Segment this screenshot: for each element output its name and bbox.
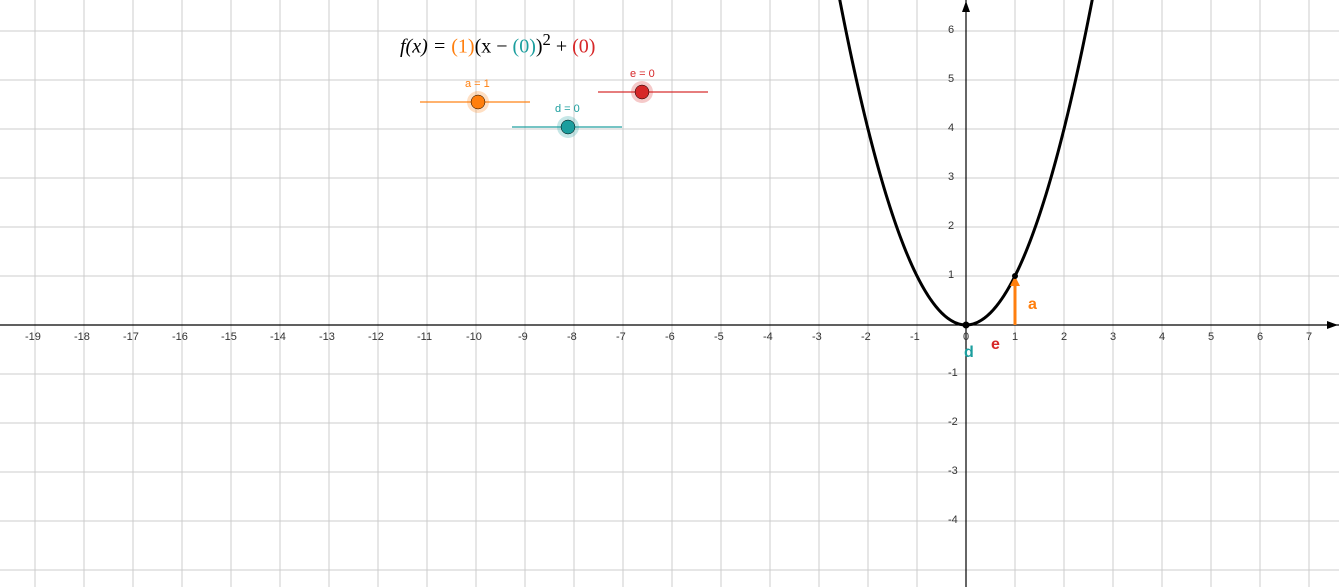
formula-mid2: ) — [536, 36, 543, 58]
x-axis-label: 0 — [963, 331, 969, 343]
x-axis-label: -12 — [368, 331, 384, 343]
param-label-a: a — [1028, 296, 1037, 314]
graph-canvas: f(x) = (1)(x − (0))2 + (0) a = 1 d = 0 e… — [0, 0, 1339, 587]
x-axis-label: 1 — [1012, 331, 1018, 343]
y-axis-label: 3 — [948, 171, 954, 183]
x-axis-label: -5 — [714, 331, 724, 343]
x-axis-label: 7 — [1306, 331, 1312, 343]
x-axis-label: -2 — [861, 331, 871, 343]
x-axis-label: -4 — [763, 331, 773, 343]
x-axis-label: -13 — [319, 331, 335, 343]
x-axis-label: -6 — [665, 331, 675, 343]
formula-d: (0) — [513, 36, 536, 58]
x-axis-label: 3 — [1110, 331, 1116, 343]
coordinate-grid[interactable] — [0, 0, 1339, 587]
y-axis-label: -2 — [948, 416, 958, 428]
x-axis-label: 4 — [1159, 331, 1165, 343]
formula-mid3: + — [551, 36, 572, 58]
y-axis-label: -3 — [948, 465, 958, 477]
x-axis-label: -11 — [417, 331, 432, 343]
x-axis-label: -1 — [910, 331, 920, 343]
point-on-curve — [1012, 273, 1018, 279]
param-label-d: d — [964, 344, 974, 362]
x-axis-label: 2 — [1061, 331, 1067, 343]
x-axis-label: -8 — [567, 331, 577, 343]
slider-e-label: e = 0 — [630, 68, 655, 80]
x-axis-label: -9 — [518, 331, 528, 343]
slider-a-label: a = 1 — [465, 78, 490, 90]
formula-e: (0) — [572, 36, 595, 58]
slider-a-thumb[interactable] — [471, 95, 485, 109]
formula-mid1: (x − — [475, 36, 513, 58]
y-axis-label: 5 — [948, 73, 954, 85]
slider-d-thumb[interactable] — [561, 120, 575, 134]
formula-sup: 2 — [543, 30, 551, 49]
x-axis-label: -19 — [25, 331, 41, 343]
x-axis-label: -17 — [123, 331, 139, 343]
x-axis-label: -18 — [74, 331, 90, 343]
y-axis-label: -4 — [948, 514, 958, 526]
param-label-e: e — [991, 336, 1000, 354]
x-axis-label: -10 — [466, 331, 482, 343]
x-axis-label: -15 — [221, 331, 237, 343]
formula-a: (1) — [451, 36, 474, 58]
y-axis-label: 2 — [948, 220, 954, 232]
y-axis-label: 4 — [948, 122, 954, 134]
slider-e-thumb[interactable] — [635, 85, 649, 99]
slider-d-label: d = 0 — [555, 103, 580, 115]
y-axis-label: 1 — [948, 269, 954, 281]
x-axis-label: -7 — [616, 331, 626, 343]
y-axis-label: -1 — [948, 367, 958, 379]
formula-prefix: f(x) = — [400, 36, 451, 58]
x-axis-label: -14 — [270, 331, 286, 343]
x-axis-label: -3 — [812, 331, 822, 343]
vertex-point — [963, 322, 970, 329]
x-axis-label: 6 — [1257, 331, 1263, 343]
y-axis-label: 6 — [948, 24, 954, 36]
function-formula: f(x) = (1)(x − (0))2 + (0) — [400, 30, 595, 59]
x-axis-label: 5 — [1208, 331, 1214, 343]
x-axis-label: -16 — [172, 331, 188, 343]
